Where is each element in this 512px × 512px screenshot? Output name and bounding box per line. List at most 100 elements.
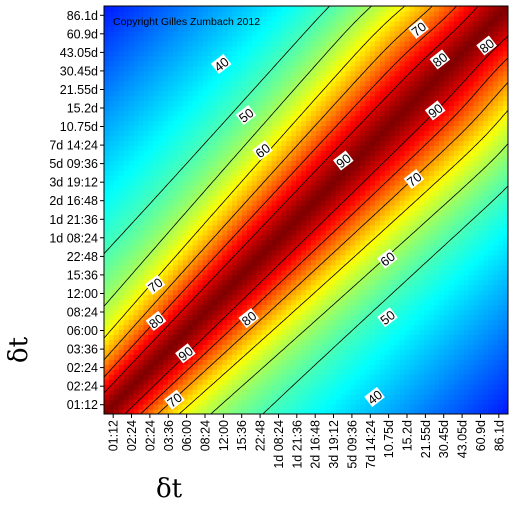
heatmap-cell	[286, 35, 292, 42]
heatmap-cell	[384, 140, 391, 146]
heatmap-cell	[325, 90, 332, 97]
heatmap-cell	[276, 404, 282, 410]
heatmap-cell	[251, 329, 258, 335]
heatmap-cell	[246, 299, 253, 306]
heatmap-cell	[330, 279, 337, 286]
heatmap-cell	[271, 65, 278, 72]
heatmap-cell	[306, 90, 312, 97]
heatmap-cell	[123, 214, 130, 221]
heatmap-cell	[271, 364, 278, 370]
heatmap-cell	[360, 50, 366, 57]
heatmap-cell	[227, 319, 233, 326]
heatmap-cell	[108, 185, 115, 191]
heatmap-cell	[345, 314, 351, 321]
heatmap-cell	[158, 329, 164, 335]
heatmap-cell	[104, 349, 110, 355]
heatmap-cell	[389, 219, 396, 226]
heatmap-cell	[296, 404, 302, 410]
heatmap-cell	[370, 314, 376, 321]
heatmap-cell	[217, 234, 223, 241]
heatmap-cell	[379, 110, 386, 117]
heatmap-cell	[379, 150, 386, 156]
heatmap-cell	[276, 115, 282, 122]
heatmap-cell	[261, 135, 268, 141]
heatmap-cell	[192, 304, 199, 311]
heatmap-cell	[296, 259, 302, 266]
heatmap-cell	[370, 244, 376, 251]
heatmap-cell	[113, 359, 120, 365]
heatmap-cell	[345, 404, 351, 410]
heatmap-cell	[281, 339, 287, 345]
heatmap-cell	[286, 170, 292, 176]
heatmap-cell	[379, 384, 386, 390]
heatmap-cell	[138, 289, 145, 296]
heatmap-cell	[306, 304, 312, 311]
heatmap-cell	[399, 115, 406, 122]
heatmap-cell	[246, 329, 253, 335]
heatmap-cell	[237, 329, 243, 335]
heatmap-cell	[350, 299, 356, 306]
heatmap-cell	[241, 125, 248, 131]
heatmap-cell	[355, 259, 361, 266]
heatmap-cell	[389, 10, 396, 17]
heatmap-cell	[281, 6, 287, 12]
heatmap-cell	[237, 384, 243, 390]
heatmap-cell	[256, 110, 263, 117]
heatmap-cell	[374, 6, 381, 12]
heatmap-cell	[153, 234, 159, 241]
heatmap-cell	[177, 70, 184, 77]
heatmap-cell	[217, 259, 223, 266]
heatmap-cell	[138, 40, 145, 47]
heatmap-cell	[148, 205, 154, 211]
heatmap-cell	[374, 155, 381, 161]
heatmap-cell	[330, 214, 337, 221]
heatmap-cell	[291, 10, 297, 17]
heatmap-cell	[177, 195, 184, 201]
heatmap-cell	[232, 259, 238, 266]
heatmap-cell	[187, 359, 194, 365]
heatmap-cell	[325, 289, 332, 296]
heatmap-cell	[261, 289, 268, 296]
heatmap-cell	[241, 25, 248, 32]
heatmap-cell	[108, 409, 115, 414]
heatmap-cell	[187, 234, 194, 241]
heatmap-cell	[202, 195, 209, 201]
heatmap-cell	[232, 329, 238, 335]
heatmap-cell	[108, 10, 115, 17]
heatmap-cell	[345, 145, 351, 151]
heatmap-cell	[345, 100, 351, 107]
heatmap-cell	[108, 45, 115, 52]
heatmap-cell	[276, 70, 282, 77]
heatmap-cell	[301, 45, 307, 52]
heatmap-cell	[192, 10, 199, 17]
heatmap-cell	[172, 224, 179, 231]
heatmap-cell	[118, 359, 125, 365]
heatmap-cell	[128, 10, 135, 17]
heatmap-cell	[296, 110, 302, 117]
heatmap-cell	[315, 65, 322, 72]
heatmap-cell	[227, 339, 233, 345]
heatmap-cell	[177, 95, 184, 102]
heatmap-cell	[222, 389, 228, 395]
heatmap-cell	[163, 359, 169, 365]
heatmap-cell	[389, 404, 396, 410]
heatmap-cell	[251, 334, 258, 340]
heatmap-cell	[345, 165, 351, 171]
heatmap-cell	[379, 145, 386, 151]
heatmap-cell	[286, 210, 292, 216]
heatmap-cell	[310, 125, 317, 131]
heatmap-cell	[153, 135, 159, 141]
heatmap-cell	[266, 349, 273, 355]
heatmap-cell	[202, 75, 209, 82]
heatmap-cell	[306, 399, 312, 405]
heatmap-cell	[306, 75, 312, 82]
heatmap-cell	[168, 334, 174, 340]
heatmap-cell	[384, 244, 391, 251]
heatmap-cell	[158, 95, 164, 102]
heatmap-cell	[261, 259, 268, 266]
heatmap-cell	[207, 334, 213, 340]
heatmap-cell	[360, 254, 366, 261]
heatmap-cell	[104, 80, 110, 87]
heatmap-cell	[256, 374, 263, 380]
heatmap-cell	[163, 85, 169, 92]
